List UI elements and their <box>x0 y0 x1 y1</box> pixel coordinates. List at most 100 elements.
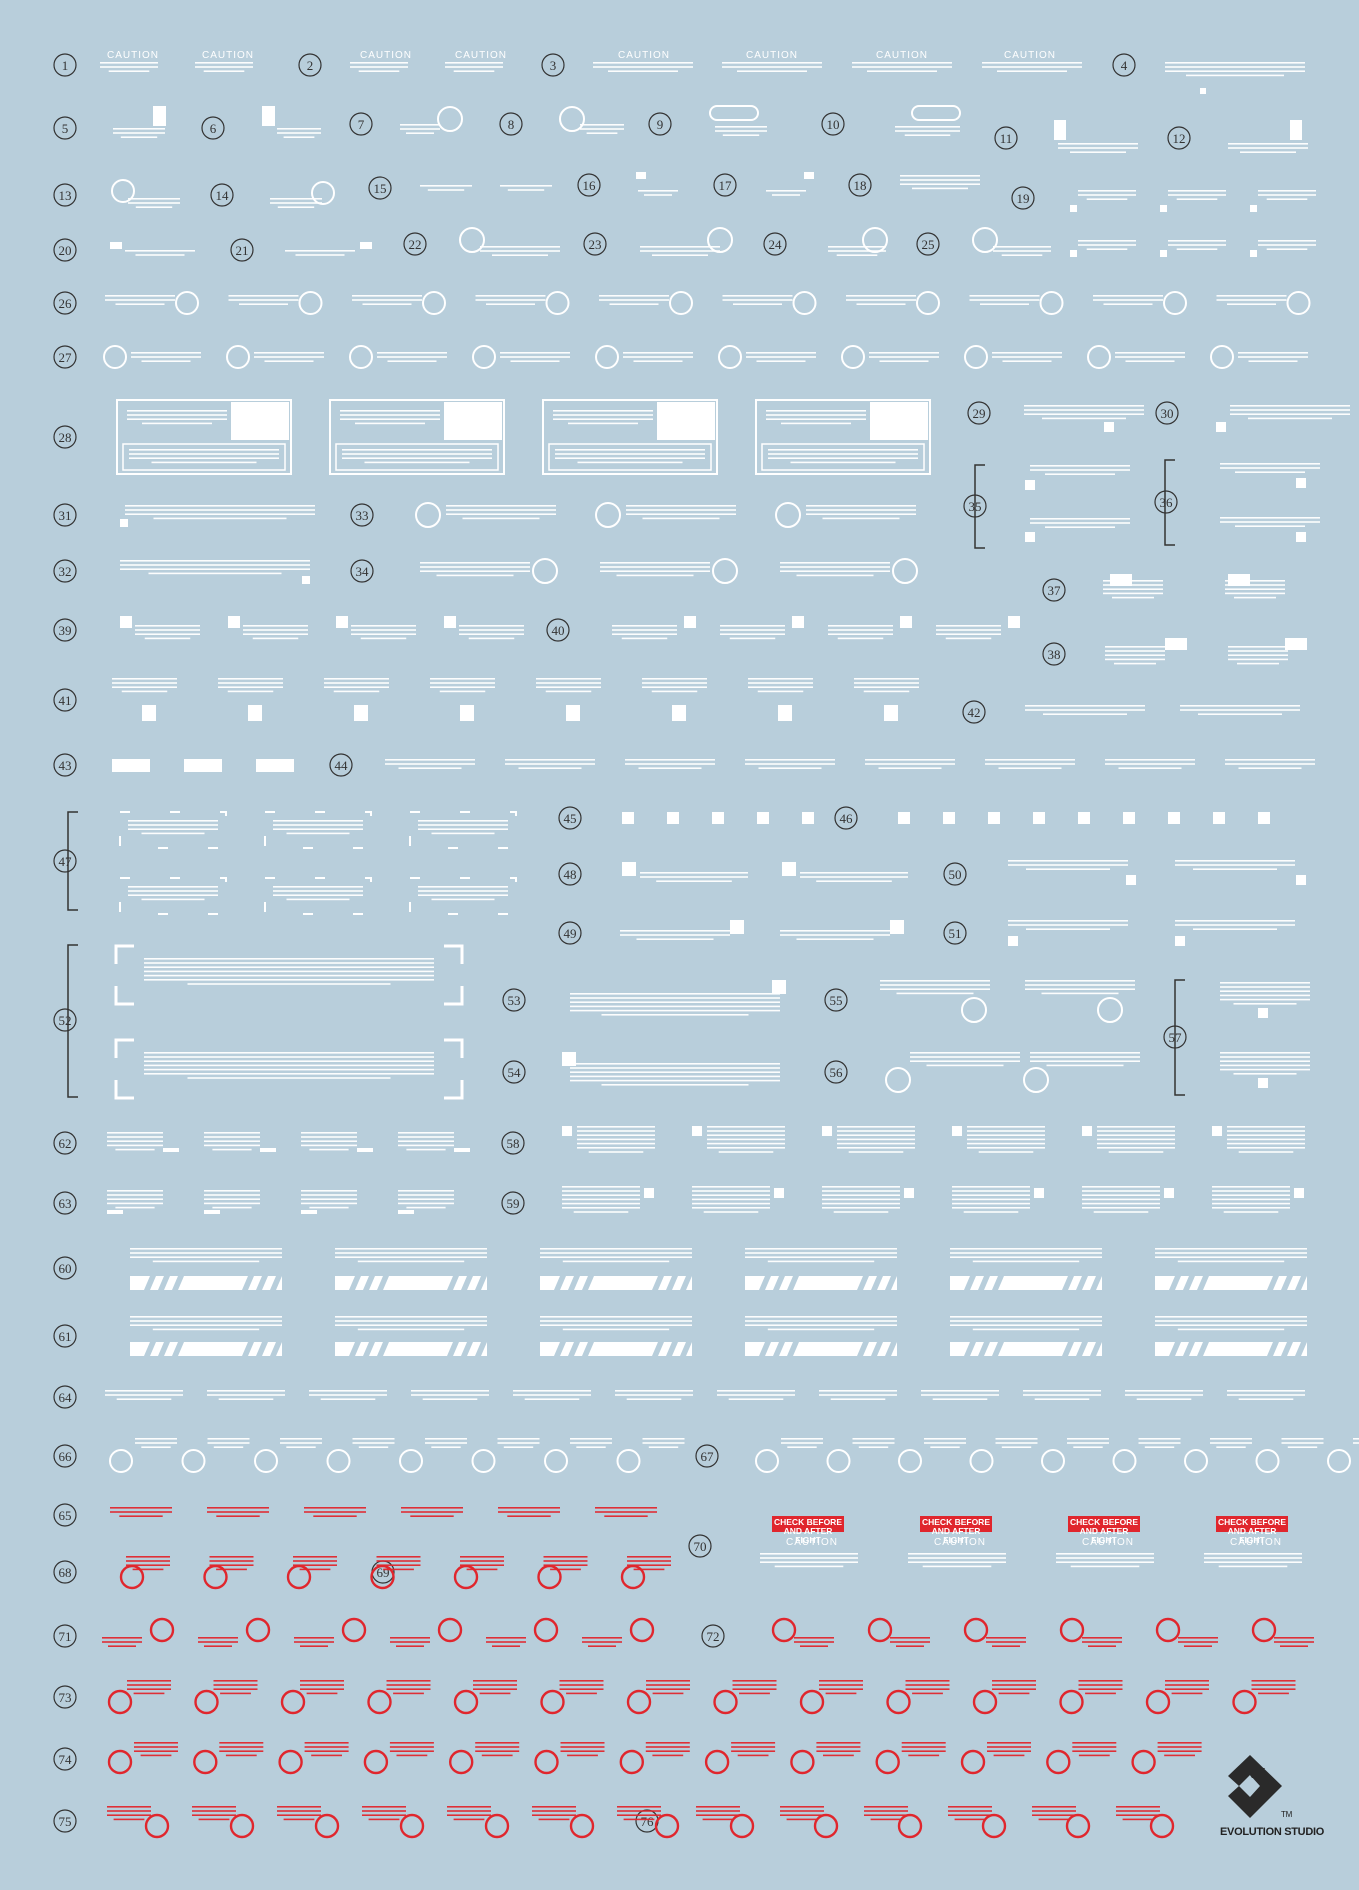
decal-text <box>1093 1211 1149 1213</box>
decal-text <box>570 1071 780 1073</box>
decal-text <box>828 250 886 252</box>
decal-text <box>1001 254 1043 256</box>
decal-text <box>1165 62 1305 64</box>
decal-text <box>524 1398 580 1400</box>
number-marker <box>916 232 940 256</box>
decal-circle <box>595 345 619 369</box>
decal-block <box>562 1126 572 1136</box>
decal-circle <box>544 1449 568 1473</box>
decal-text <box>398 1132 454 1134</box>
decal-text <box>213 1446 244 1448</box>
decal-text <box>707 1142 785 1145</box>
decal-circle <box>771 1617 797 1643</box>
decal-circle <box>629 1617 655 1643</box>
stripe-gap <box>349 1342 361 1356</box>
decal-text <box>1175 864 1295 866</box>
stripe-gap <box>144 1342 156 1356</box>
decal-text <box>707 1134 785 1136</box>
decal-text <box>588 1151 644 1153</box>
decal-text <box>615 1394 693 1396</box>
decal-circle <box>1155 1617 1181 1643</box>
stripe-gap <box>759 1342 771 1356</box>
red-decal-text <box>304 1746 349 1748</box>
red-decal-text <box>102 1637 142 1639</box>
decal-text <box>900 179 980 181</box>
stripe-gap <box>475 1342 487 1356</box>
decal-text <box>852 66 952 68</box>
decal-text <box>128 886 218 888</box>
decal-text <box>497 1438 540 1440</box>
decal-text <box>1227 1142 1305 1145</box>
red-decal-text <box>102 1641 142 1643</box>
decal-text <box>640 872 748 874</box>
decal-circle <box>841 345 865 369</box>
red-decal-text <box>1078 1688 1123 1690</box>
decal-text <box>978 1151 1034 1153</box>
number-marker <box>53 183 77 207</box>
decal-text <box>105 295 175 297</box>
decal-text <box>1112 596 1154 599</box>
red-decal-text <box>277 1806 321 1808</box>
number-label: 70 <box>694 1539 707 1554</box>
decal-text <box>1001 1446 1032 1448</box>
number-marker <box>546 618 570 642</box>
decal-block <box>774 1188 784 1198</box>
decal-text <box>577 1126 655 1128</box>
decal-text <box>570 1075 780 1078</box>
decal-circle <box>1232 1689 1257 1715</box>
decal-text <box>475 299 546 301</box>
decal-text <box>640 246 720 248</box>
decal-text <box>1233 1003 1297 1005</box>
decal-text <box>993 250 1051 252</box>
stripe-gap <box>652 1276 664 1290</box>
decal-text <box>570 1001 780 1003</box>
decal-text <box>352 1438 395 1440</box>
decal-text <box>398 1136 454 1138</box>
red-decal-text <box>1072 1750 1117 1752</box>
decal-block <box>1070 250 1077 257</box>
red-decal-text <box>389 1742 434 1744</box>
decal-text <box>828 246 886 248</box>
red-decal-text <box>646 1680 690 1682</box>
decal-block <box>120 519 128 527</box>
stripe-gap <box>461 1342 473 1356</box>
red-decal-text <box>401 1507 463 1509</box>
decal-text <box>830 1398 886 1400</box>
number-label: 37 <box>1048 583 1062 598</box>
decal-text <box>1227 1134 1305 1136</box>
number-label: 58 <box>507 1136 520 1151</box>
number-label: 42 <box>968 705 981 720</box>
decal-circle <box>790 1749 815 1775</box>
decal-text <box>936 625 1001 627</box>
decal-text <box>880 980 990 982</box>
decal-text <box>125 513 315 515</box>
decal-block <box>231 402 289 440</box>
decal-text <box>352 1442 395 1444</box>
decal-text <box>1235 525 1305 527</box>
decal-text <box>398 1144 454 1147</box>
decal-block <box>712 812 724 824</box>
decal-text <box>924 1442 966 1444</box>
decal-text <box>1233 1073 1297 1075</box>
number-marker <box>848 173 872 197</box>
decal-block <box>444 402 502 440</box>
number-marker <box>824 988 848 1012</box>
decal-text <box>819 1390 897 1392</box>
decal-block <box>1216 422 1226 432</box>
red-decal-text <box>311 1754 342 1757</box>
decal-text <box>335 1324 487 1326</box>
decal-block <box>622 812 634 824</box>
decal-text <box>780 934 890 936</box>
decal-text <box>446 509 556 511</box>
red-decal-text <box>627 1560 671 1562</box>
decal-block <box>454 1148 470 1152</box>
decal-text <box>924 1438 966 1440</box>
decal-text <box>780 562 890 564</box>
decal-text <box>418 890 508 892</box>
decal-text <box>822 517 900 520</box>
decal-text <box>239 303 288 305</box>
decal-circle <box>862 227 888 253</box>
number-label: 55 <box>830 993 843 1008</box>
red-decal-text <box>890 1641 930 1643</box>
decal-text <box>722 295 793 297</box>
